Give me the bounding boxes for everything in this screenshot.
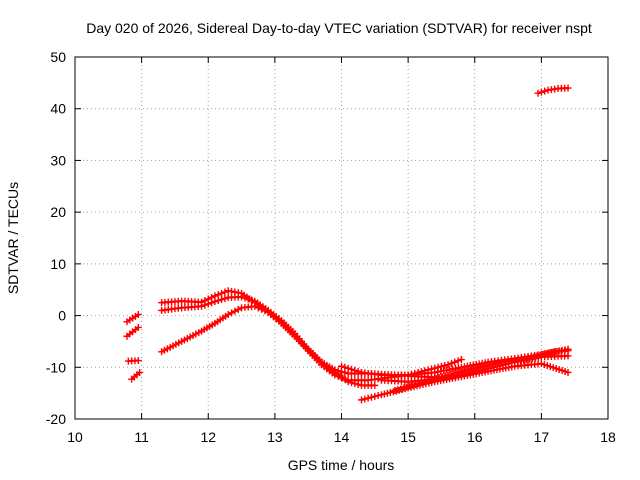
data-point <box>221 295 229 303</box>
y-axis-label: SDTVAR / TECUs <box>5 182 21 294</box>
data-point <box>258 305 266 313</box>
data-point <box>564 368 572 376</box>
data-point <box>134 311 142 319</box>
grid <box>75 57 608 419</box>
data-point <box>254 304 262 312</box>
data-point <box>361 395 369 403</box>
y-tick-label: -20 <box>46 411 66 427</box>
data-point <box>351 366 359 374</box>
series-sat-e <box>158 287 465 384</box>
data-point <box>198 302 206 310</box>
data-point <box>204 300 212 308</box>
y-tick-labels: -20 -10 0 10 20 30 40 50 <box>46 49 66 427</box>
data-point <box>214 291 222 299</box>
series-sat-g <box>158 302 445 382</box>
data-point <box>201 301 209 309</box>
y-tick-label: 30 <box>50 152 66 168</box>
data-point <box>338 362 345 370</box>
data-series <box>123 84 572 404</box>
data-point <box>136 368 144 376</box>
data-point <box>241 294 249 302</box>
series-sat-f <box>158 293 379 389</box>
chart-title: Day 020 of 2026, Sidereal Day-to-day VTE… <box>86 20 592 36</box>
x-tick-label: 10 <box>67 429 83 445</box>
data-point <box>261 307 269 315</box>
y-tick-label: -10 <box>46 359 66 375</box>
data-point <box>451 358 459 366</box>
data-point <box>251 302 259 310</box>
series-sat-l <box>534 84 572 97</box>
data-point <box>364 394 372 402</box>
data-point <box>371 381 379 389</box>
data-point <box>344 378 352 386</box>
data-point <box>367 393 375 401</box>
axis-ticks <box>74 56 609 420</box>
series-sat-k <box>391 347 572 395</box>
data-point <box>371 392 379 400</box>
y-tick-label: 10 <box>50 256 66 272</box>
x-axis-label: GPS time / hours <box>288 457 395 473</box>
data-point <box>357 396 365 404</box>
data-point <box>331 366 339 374</box>
series-line <box>130 371 141 381</box>
data-point <box>447 359 455 367</box>
series-sat-c <box>124 357 142 365</box>
y-tick-label: 50 <box>50 49 66 65</box>
data-point <box>344 364 352 372</box>
data-point <box>244 295 252 303</box>
data-point <box>437 362 445 370</box>
x-tick-label: 15 <box>400 429 416 445</box>
data-point <box>214 297 222 305</box>
data-point <box>564 84 572 92</box>
data-point <box>341 363 349 371</box>
series-sat-d <box>128 368 144 383</box>
data-point <box>248 296 256 304</box>
data-point <box>541 87 549 95</box>
series-sat-a <box>123 311 142 326</box>
data-point <box>347 365 355 373</box>
data-point <box>134 357 142 365</box>
data-point <box>537 88 545 96</box>
data-point <box>218 289 226 297</box>
y-tick-label: 20 <box>50 204 66 220</box>
data-point <box>354 380 362 388</box>
data-point <box>208 299 216 307</box>
data-point <box>238 293 246 301</box>
x-tick-label: 11 <box>134 429 149 445</box>
x-tick-label: 18 <box>600 429 616 445</box>
data-point <box>347 379 355 387</box>
x-tick-label: 17 <box>534 429 550 445</box>
data-point <box>218 296 226 304</box>
data-point <box>221 288 229 296</box>
x-tick-label: 13 <box>267 429 283 445</box>
data-point <box>444 361 452 369</box>
data-point <box>351 380 359 388</box>
x-tick-label: 12 <box>200 429 216 445</box>
y-tick-label: 0 <box>58 308 66 324</box>
data-point <box>354 367 362 375</box>
x-tick-label: 14 <box>334 429 350 445</box>
data-point <box>374 392 382 400</box>
series-sat-b <box>123 323 142 340</box>
y-tick-label: 40 <box>50 101 66 117</box>
x-tick-labels: 10 11 12 13 14 15 16 17 18 <box>67 429 616 445</box>
data-point <box>441 362 449 370</box>
data-point <box>211 298 219 306</box>
x-tick-label: 16 <box>467 429 483 445</box>
data-point <box>134 323 142 331</box>
data-point <box>564 347 572 355</box>
data-point <box>457 356 465 364</box>
data-point <box>334 367 342 375</box>
data-point <box>534 89 542 97</box>
data-point <box>454 357 462 365</box>
